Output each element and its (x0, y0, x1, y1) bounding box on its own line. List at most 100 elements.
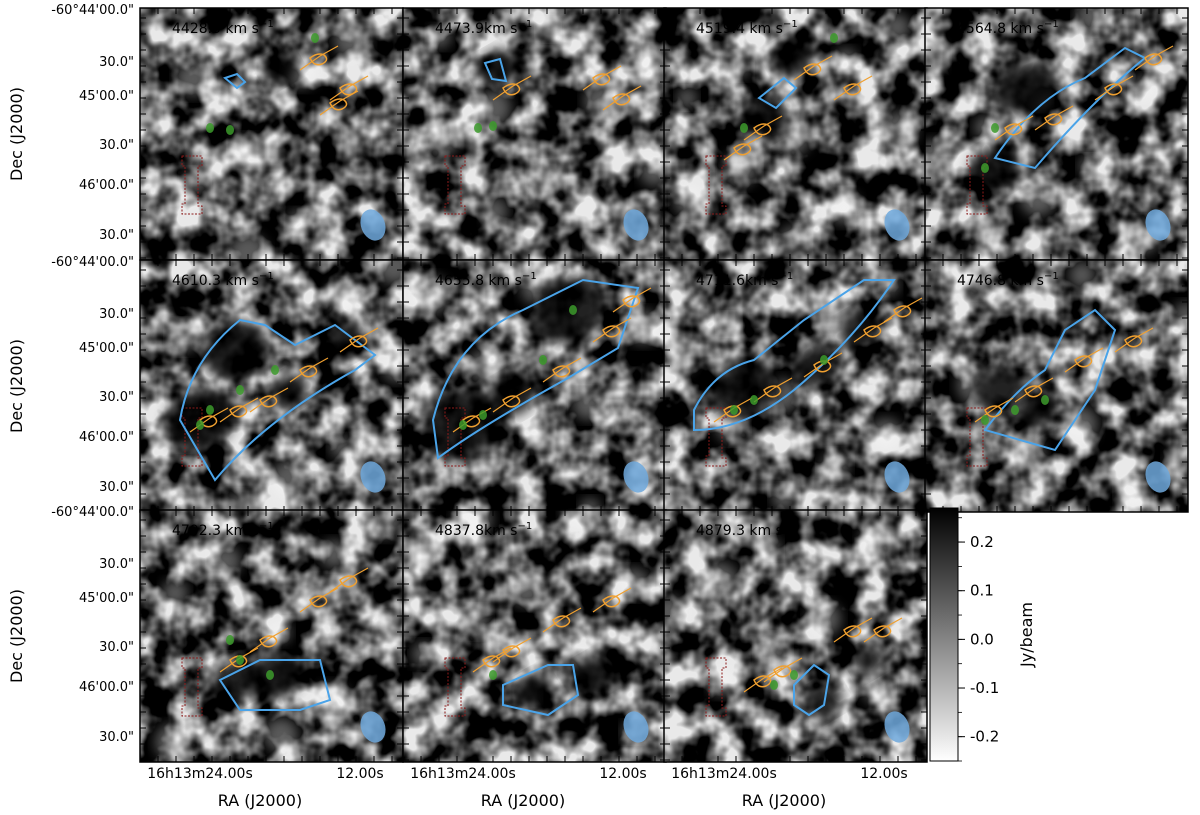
orange-contour (329, 98, 348, 111)
orange-contour (1104, 83, 1123, 96)
channel-panel: 4655.8 km s−1 (402, 259, 667, 513)
y-axis-label: Dec (J2000) (7, 589, 26, 683)
channel-panel: 4837.8km s−1 (402, 509, 667, 763)
green-contour (820, 355, 828, 365)
velocity-label: 4837.8km s−1 (435, 521, 532, 539)
red-contour (705, 155, 727, 215)
orange-contour (893, 305, 912, 318)
colorbar-tick-label: 0.0 (970, 630, 994, 648)
orange-contour (873, 625, 892, 638)
dec-tick-label: 45'00.0" (79, 89, 134, 104)
green-contour (226, 635, 234, 645)
green-contour (730, 405, 738, 415)
orange-contour (462, 415, 481, 428)
orange-contour (552, 615, 571, 628)
orange-contour (622, 295, 641, 308)
blue-contour (222, 72, 247, 90)
y-axis-label: Dec (J2000) (7, 87, 26, 181)
beam-ellipse (1145, 209, 1171, 241)
colorbar-gradient (929, 507, 959, 762)
blue-contour (502, 664, 580, 717)
green-contour (790, 670, 798, 680)
beam-ellipse (360, 711, 386, 743)
colorbar-label: Jy/beam (1017, 602, 1036, 668)
beam-ellipse (884, 711, 910, 743)
x-axis-label: RA (J2000) (742, 791, 826, 810)
dec-tick-label: 30.0" (99, 138, 134, 153)
dec-tick-label: -60°44'00.0" (51, 505, 134, 520)
orange-contour (733, 143, 752, 156)
beam-ellipse (360, 209, 386, 241)
velocity-label: 4879.3 km s−1 (696, 521, 798, 539)
colorbar-tick-label: 0.1 (970, 582, 994, 600)
velocity-label: 4473.9km s−1 (435, 19, 532, 37)
channel-panel: 4879.3 km s−1 (663, 509, 928, 763)
green-contour (981, 415, 989, 425)
orange-contour (753, 675, 772, 688)
orange-contour (773, 665, 792, 678)
dec-tick-label: 30.0" (99, 730, 134, 745)
red-contour (444, 657, 466, 717)
red-contour (705, 407, 727, 467)
orange-contour (1124, 335, 1143, 348)
ra-tick-label: 12.00s (599, 766, 646, 782)
orange-contour (259, 635, 278, 648)
green-contour (981, 163, 989, 173)
orange-contour (863, 325, 882, 338)
green-contour (236, 385, 244, 395)
blue-contour (983, 308, 1117, 452)
channel-panel: 4792.3 km s−1 (139, 509, 404, 763)
orange-contour (602, 325, 621, 338)
channel-panel: 4610.3 km s−1 (139, 259, 404, 513)
red-contour (444, 155, 466, 215)
beam-ellipse (623, 209, 649, 241)
orange-contour (592, 73, 611, 86)
green-contour (479, 410, 487, 420)
beam-ellipse (884, 461, 910, 493)
green-contour (991, 123, 999, 133)
green-contour (459, 420, 467, 430)
channel-panel: 4473.9km s−1 (402, 7, 667, 261)
blue-contour (693, 279, 896, 432)
channel-panel: 4428.5 km s−1 (139, 7, 404, 261)
y-axis-label: Dec (J2000) (7, 339, 26, 433)
ra-tick-label: 16h13m24.00s (671, 766, 777, 782)
colorbar-tick-label: 0.2 (970, 533, 994, 551)
orange-contour (199, 415, 218, 428)
blue-contour (483, 57, 508, 83)
orange-contour (552, 365, 571, 378)
green-contour (569, 305, 577, 315)
orange-contour (299, 365, 318, 378)
channel-panel: 4746.8 km s−1 (924, 259, 1189, 513)
dec-tick-label: 45'00.0" (79, 341, 134, 356)
orange-contour (502, 83, 521, 96)
velocity-label: 4711.6km s−1 (696, 271, 793, 289)
blue-contour (178, 318, 377, 482)
velocity-label: 4655.8 km s−1 (435, 271, 537, 289)
dec-tick-label: -60°44'00.0" (51, 3, 134, 18)
ra-tick-label: 16h13m24.00s (410, 766, 516, 782)
dec-tick-label: 30.0" (99, 480, 134, 495)
green-contour (226, 125, 234, 135)
velocity-label: 4564.8 km s−1 (957, 19, 1059, 37)
colorbar-tick-label: -0.1 (970, 679, 999, 697)
orange-contour (1074, 355, 1093, 368)
blue-contour (793, 663, 831, 717)
dec-tick-label: 30.0" (99, 390, 134, 405)
blue-contour (218, 659, 332, 711)
green-contour (830, 33, 838, 43)
dec-tick-label: 30.0" (99, 55, 134, 70)
orange-contour (763, 385, 782, 398)
ra-tick-label: 16h13m24.00s (147, 766, 253, 782)
channel-panel: 4519.4 km s−1 (663, 7, 928, 261)
beam-ellipse (1145, 461, 1171, 493)
green-contour (1011, 405, 1019, 415)
dec-tick-label: 46'00.0" (79, 178, 134, 193)
x-axis-label: RA (J2000) (481, 791, 565, 810)
orange-contour (259, 395, 278, 408)
dec-tick-label: 30.0" (99, 557, 134, 572)
green-contour (489, 121, 497, 131)
orange-contour (1044, 113, 1063, 126)
dec-tick-label: 46'00.0" (79, 430, 134, 445)
